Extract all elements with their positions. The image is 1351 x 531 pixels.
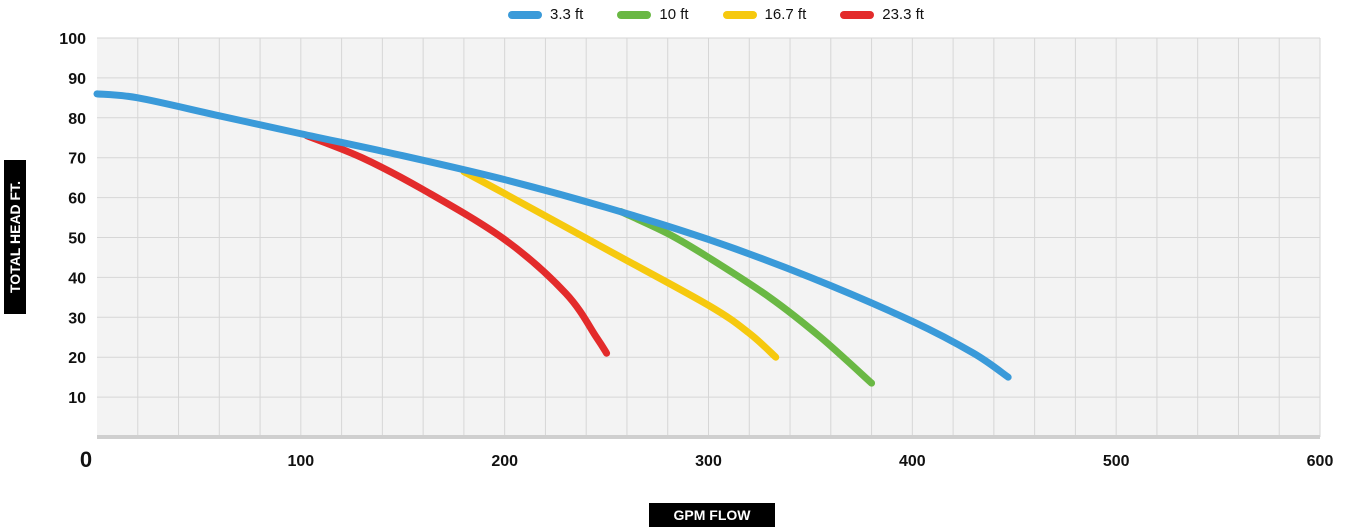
y-tick-label: 70 (68, 151, 86, 168)
y-axis-title-box (4, 160, 26, 314)
y-tick-label: 60 (68, 191, 86, 208)
y-axis-title: TOTAL HEAD FT. (7, 181, 23, 293)
y-tick-label: 50 (68, 231, 86, 248)
legend-item-10ft: 10 ft (617, 6, 689, 23)
y-tick-label: 100 (59, 31, 86, 48)
legend-swatch-16-7ft (722, 10, 757, 19)
y-tick-label: 90 (68, 71, 86, 88)
x-tick-label: 600 (1307, 453, 1334, 470)
y-tick-label: 40 (68, 270, 86, 287)
series-line-23-3-ft (303, 132, 611, 357)
y-tick-label: 20 (68, 350, 86, 367)
chart-legend: 3.3 ft 10 ft 16.7 ft 23.3 ft (508, 6, 924, 23)
x-axis-title: GPM FLOW (649, 503, 775, 527)
legend-label-16-7ft: 16.7 ft (764, 6, 807, 23)
series-lines (93, 90, 1012, 387)
y-tick-label: 10 (68, 390, 86, 407)
grid-lines (97, 37, 1321, 437)
x-tick-label: 400 (899, 453, 926, 470)
series-line-16-7-ft (460, 168, 780, 361)
series-line-10-ft (617, 208, 876, 387)
x-tick-label: 100 (287, 453, 314, 470)
legend-label-10ft: 10 ft (659, 6, 689, 23)
y-tick-label: 30 (68, 310, 86, 327)
legend-item-16-7ft: 16.7 ft (722, 6, 807, 23)
legend-item-3-3ft: 3.3 ft (508, 6, 583, 23)
legend-swatch-23-3ft (840, 10, 875, 19)
legend-label-3-3ft: 3.3 ft (550, 6, 584, 23)
tick-labels: 10 20 30 40 50 60 70 80 90 100 0 100 200 300 400 500 600 (59, 31, 1333, 472)
legend-item-23-3ft: 23.3 ft (840, 6, 924, 23)
x-tick-label: 200 (491, 453, 518, 470)
legend-swatch-3-3ft (508, 10, 542, 19)
x-tick-label: 500 (1103, 453, 1130, 470)
legend-swatch-10ft (617, 10, 652, 19)
x-tick-label: 0 (80, 447, 92, 472)
x-tick-label: 300 (695, 453, 722, 470)
series-line-3-3-ft (93, 90, 1012, 381)
legend-label-23-3ft: 23.3 ft (882, 6, 924, 23)
y-tick-label: 80 (68, 111, 86, 128)
